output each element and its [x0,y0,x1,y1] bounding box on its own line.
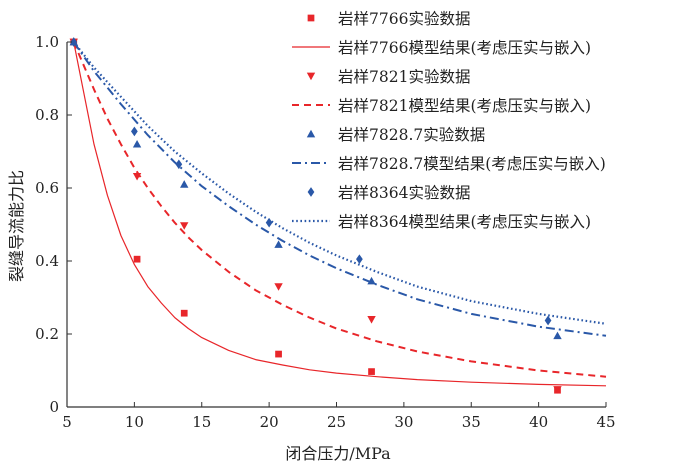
data-point-s7828 [132,140,142,148]
data-point-s7821 [180,222,189,230]
data-point-s7828 [553,331,562,340]
x-tick-label: 10 [125,413,144,431]
data-point-s8364 [265,217,273,228]
x-tick-label: 15 [192,413,211,431]
data-point-s7828 [367,276,376,285]
y-tick-label: 0.2 [35,325,59,343]
data-point-s7828 [180,180,189,188]
data-point-s7766 [275,350,282,358]
model-curve-s7821 [72,41,607,378]
data-point-s8364 [175,159,183,170]
legend-marker-s7828 [306,129,316,138]
y-tick-label: 0.8 [35,106,59,124]
x-tick-label: 5 [62,413,72,431]
data-point-s8364 [356,254,363,265]
x-tick-label: 30 [394,413,413,431]
x-tick-label: 20 [260,413,279,431]
y-axis: 0 0.2 0.4 0.6 0.8 1.0 [35,33,72,416]
x-axis: 5 10 15 20 25 30 35 40 45 [62,402,616,431]
x-axis-title: 闭合压力/MPa [285,444,391,463]
legend: 岩样7766实验数据岩样7766模型结果(考虑压实与嵌入)岩样7821实验数据岩… [292,10,606,231]
data-point-s7766 [180,309,188,317]
x-tick-label: 40 [529,413,548,431]
legend-label-s7821-model: 岩样7821模型结果(考虑压实与嵌入) [338,97,591,115]
y-tick-label: 0 [49,398,59,416]
y-tick-label: 1.0 [35,33,59,51]
legend-marker-s7766 [307,14,315,22]
data-point-s7821 [274,283,283,291]
legend-label-s7821-exp: 岩样7821实验数据 [338,68,470,86]
data-point-s7821 [132,172,142,181]
data-point-s8364 [544,315,552,326]
y-tick-label: 0.6 [35,179,59,197]
legend-label-s7828-exp: 岩样7828.7实验数据 [338,126,485,144]
legend-label-s8364-exp: 岩样8364实验数据 [338,184,470,202]
data-point-s8364 [70,37,78,47]
x-tick-label: 45 [596,413,615,431]
plot-area [66,37,607,408]
model-curve-s7766 [73,41,607,387]
data-point-s7766 [133,255,141,263]
data-point-s8364 [131,126,138,137]
legend-marker-s8364 [307,187,315,197]
legend-label-s7766-exp: 岩样7766实验数据 [338,10,470,28]
legend-marker-s7821 [306,72,316,81]
y-axis-title: 裂缝导流能力比 [7,170,26,282]
data-point-s7821 [553,386,562,394]
data-point-s7821 [367,316,376,324]
data-point-s7766 [368,368,375,375]
data-point-s7828 [274,240,283,248]
legend-label-s8364-model: 岩样8364模型结果(考虑压实与嵌入) [338,213,591,231]
model-curve-s7828 [72,41,607,337]
y-tick-label: 0.4 [35,252,59,270]
x-tick-label: 25 [327,413,346,431]
legend-label-s7828-model: 岩样7828.7模型结果(考虑压实与嵌入) [338,155,606,173]
x-tick-label: 35 [462,413,481,431]
legend-label-s7766-model: 岩样7766模型结果(考虑压实与嵌入) [338,39,591,57]
